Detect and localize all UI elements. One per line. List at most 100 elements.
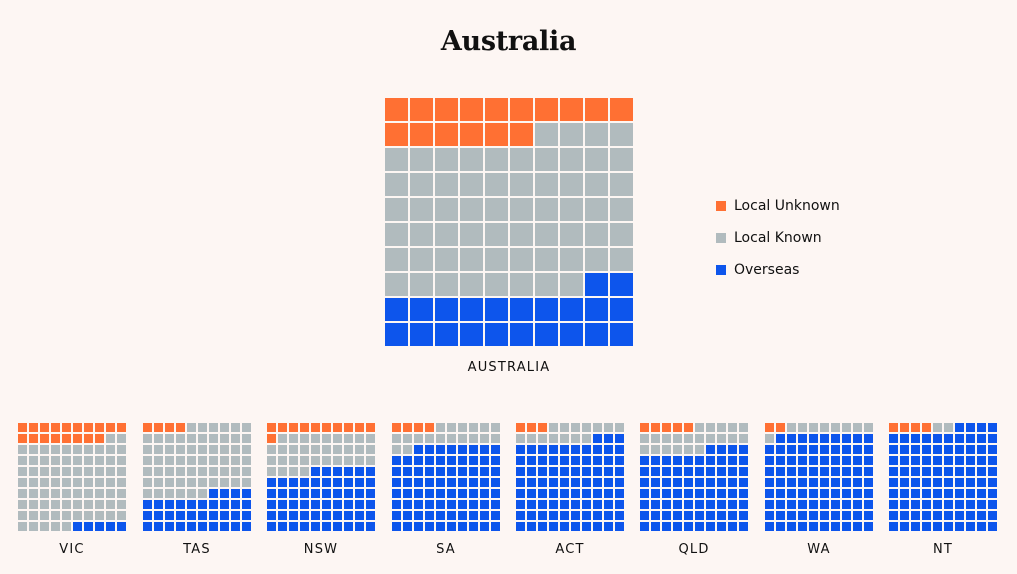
waffle-cell-overseas <box>615 511 624 520</box>
waffle-cell-overseas <box>403 467 412 476</box>
waffle-cell-local-known <box>117 434 126 443</box>
waffle-cell-local-known <box>106 434 115 443</box>
waffle-cell-overseas <box>392 456 401 465</box>
waffle-cell-overseas <box>640 478 649 487</box>
waffle-australia <box>385 98 633 346</box>
waffle-cell-overseas <box>842 489 851 498</box>
waffle-cell-overseas <box>684 467 693 476</box>
waffle-cell-local-known <box>84 500 93 509</box>
waffle-cell-overseas <box>662 456 671 465</box>
waffle-cell-local-known <box>582 434 591 443</box>
waffle-cell-overseas <box>425 478 434 487</box>
waffle-cell-overseas <box>425 522 434 531</box>
waffle-cell-overseas <box>776 467 785 476</box>
waffle-cell-overseas <box>425 467 434 476</box>
waffle-cell-local-unknown <box>485 123 508 146</box>
waffle-cell-overseas <box>933 456 942 465</box>
waffle-cell-local-unknown <box>73 423 82 432</box>
waffle-cell-overseas <box>242 522 251 531</box>
waffle-cell-overseas <box>933 478 942 487</box>
waffle-cell-overseas <box>436 511 445 520</box>
waffle-cell-overseas <box>322 467 331 476</box>
waffle-cell-overseas <box>684 522 693 531</box>
waffle-cell-overseas <box>560 489 569 498</box>
waffle-cell-overseas <box>366 478 375 487</box>
waffle-cell-local-known <box>787 423 796 432</box>
waffle-cell-overseas <box>922 522 931 531</box>
legend-item-local-known: Local Known <box>716 222 840 254</box>
waffle-cell-overseas <box>549 467 558 476</box>
waffle-cell-overseas <box>966 522 975 531</box>
waffle-cell-local-known <box>106 445 115 454</box>
waffle-cell-overseas <box>585 298 608 321</box>
waffle-cell-overseas <box>538 445 547 454</box>
waffle-cell-overseas <box>414 500 423 509</box>
waffle-cell-overseas <box>944 478 953 487</box>
waffle-cell-local-known <box>176 456 185 465</box>
waffle-cell-overseas <box>366 511 375 520</box>
waffle-cell-overseas <box>853 434 862 443</box>
waffle-cell-overseas <box>662 489 671 498</box>
waffle-cell-local-unknown <box>410 98 433 121</box>
waffle-cell-overseas <box>717 456 726 465</box>
waffle-cell-overseas <box>585 323 608 346</box>
waffle-cell-overseas <box>853 522 862 531</box>
waffle-cell-local-known <box>728 423 737 432</box>
waffle-cell-local-known <box>435 173 458 196</box>
waffle-cell-overseas <box>706 511 715 520</box>
waffle-cell-overseas <box>311 489 320 498</box>
waffle-cell-local-known <box>300 456 309 465</box>
waffle-cell-overseas <box>706 456 715 465</box>
waffle-cell-overseas <box>776 434 785 443</box>
waffle-cell-local-known <box>209 456 218 465</box>
waffle-cell-overseas <box>787 456 796 465</box>
waffle-cell-overseas <box>988 522 997 531</box>
waffle-cell-local-unknown <box>73 434 82 443</box>
waffle-cell-overseas <box>651 500 660 509</box>
waffle-cell-local-known <box>491 423 500 432</box>
waffle-cell-local-known <box>278 445 287 454</box>
waffle-cell-local-known <box>198 456 207 465</box>
waffle-cell-local-known <box>610 173 633 196</box>
waffle-cell-local-unknown <box>662 423 671 432</box>
waffle-cell-overseas <box>944 511 953 520</box>
waffle-cell-overseas <box>604 489 613 498</box>
waffle-cell-local-unknown <box>889 423 898 432</box>
waffle-cell-overseas <box>776 500 785 509</box>
waffle-cell-local-unknown <box>278 423 287 432</box>
waffle-cell-overseas <box>231 522 240 531</box>
waffle-cell-overseas <box>220 522 229 531</box>
waffle-cell-local-known <box>73 500 82 509</box>
waffle-cell-local-known <box>392 445 401 454</box>
waffle-cell-local-known <box>198 467 207 476</box>
waffle-cell-local-known <box>106 489 115 498</box>
waffle-cell-overseas <box>560 522 569 531</box>
waffle-cell-overseas <box>491 511 500 520</box>
waffle-cell-overseas <box>447 445 456 454</box>
waffle-cell-overseas <box>966 478 975 487</box>
waffle-cell-local-unknown <box>117 423 126 432</box>
waffle-label-nsw: NSW <box>303 542 339 557</box>
waffle-cell-overseas <box>684 500 693 509</box>
waffle-cell-local-known <box>585 198 608 221</box>
waffle-cell-overseas <box>765 522 774 531</box>
waffle-cell-overseas <box>220 489 229 498</box>
waffle-cell-overseas <box>615 500 624 509</box>
waffle-cell-overseas <box>695 467 704 476</box>
waffle-cell-overseas <box>717 445 726 454</box>
waffle-cell-local-known <box>62 511 71 520</box>
waffle-cell-local-known <box>29 522 38 531</box>
waffle-cell-overseas <box>84 522 93 531</box>
waffle-cell-overseas <box>798 522 807 531</box>
waffle-cell-overseas <box>900 511 909 520</box>
waffle-cell-overseas <box>582 467 591 476</box>
waffle-cell-overseas <box>933 467 942 476</box>
waffle-cell-local-known <box>355 445 364 454</box>
waffle-cell-overseas <box>776 489 785 498</box>
waffle-cell-local-unknown <box>560 98 583 121</box>
waffle-cell-local-known <box>460 273 483 296</box>
waffle-cell-local-known <box>706 423 715 432</box>
legend-label: Overseas <box>734 262 800 278</box>
waffle-cell-overseas <box>853 511 862 520</box>
waffle-cell-local-known <box>385 173 408 196</box>
